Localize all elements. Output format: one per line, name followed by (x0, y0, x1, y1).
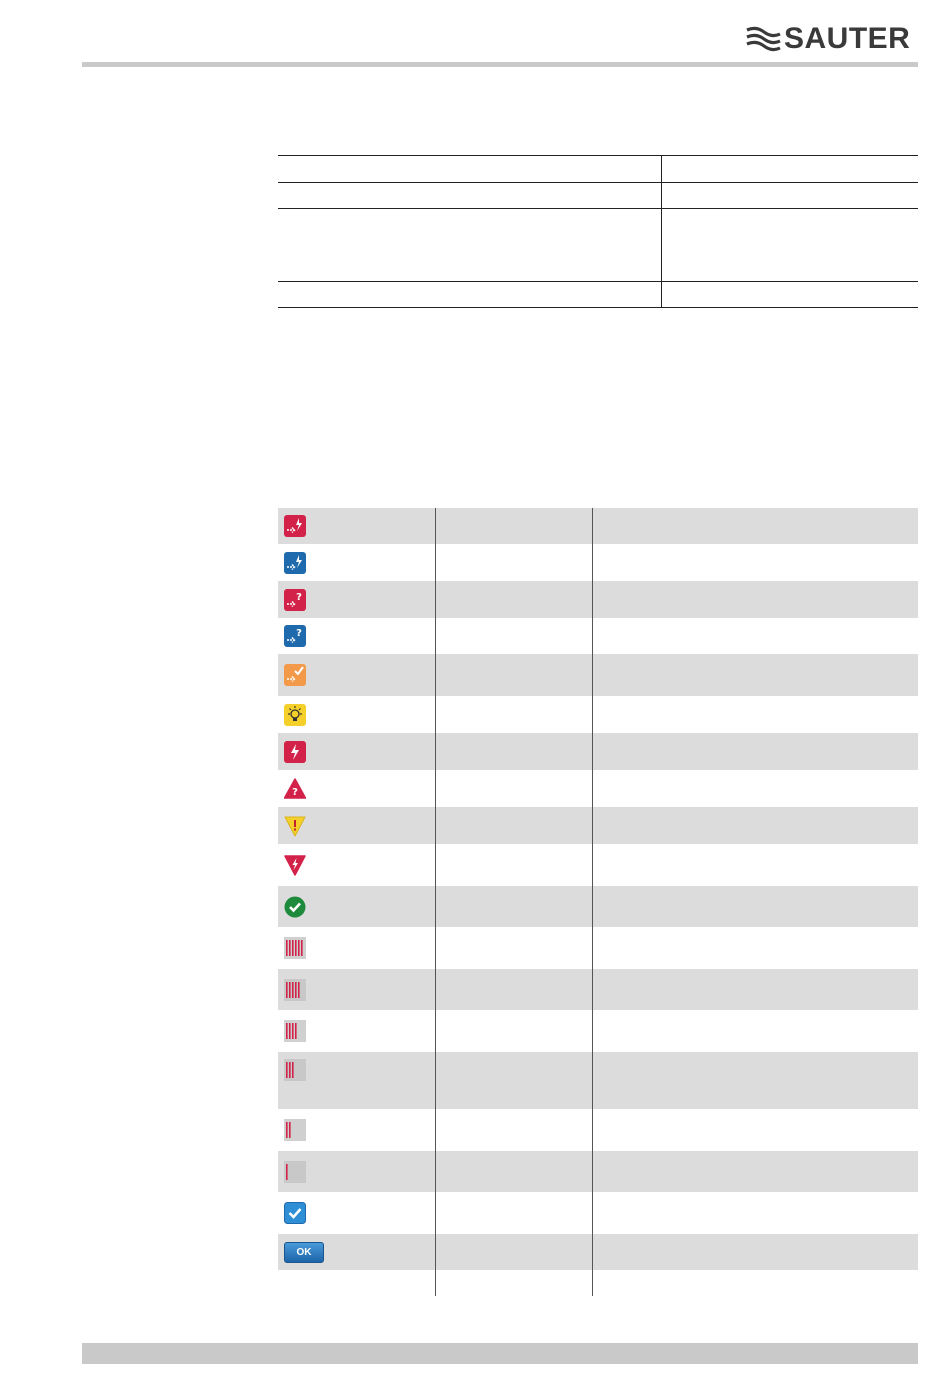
signal-5-bars-icon (284, 978, 306, 1001)
table-row (278, 155, 918, 183)
ok-check-green-icon (284, 896, 306, 917)
table-row (278, 844, 918, 886)
svg-text:?: ? (296, 628, 302, 639)
footer-bar (82, 1343, 918, 1364)
acknowledged-orange-icon (284, 664, 306, 686)
table-row (278, 182, 918, 209)
table-row (278, 1109, 918, 1151)
alarm-pending-blue-icon (284, 551, 306, 574)
sauter-logo: SAUTER (744, 22, 920, 56)
signal-3-bars-icon (284, 1059, 306, 1081)
table-row (278, 733, 918, 770)
ok-button[interactable]: OK (284, 1241, 324, 1263)
table-row: ? (278, 618, 918, 654)
table-row: ? (278, 770, 918, 807)
signal-2-bars-icon (284, 1119, 306, 1141)
table-row (278, 1270, 918, 1296)
alarm-red-icon (284, 740, 306, 763)
table-row: ? (278, 581, 918, 618)
table-row (278, 1192, 918, 1234)
unknown-pending-blue-icon: ? (284, 625, 306, 647)
table-row (278, 807, 918, 844)
unknown-triangle-icon: ? (284, 777, 306, 799)
logo-text: SAUTER (784, 22, 911, 55)
signal-4-bars-icon (284, 1020, 306, 1042)
alarm-pending-red-icon (284, 515, 306, 537)
table-row (278, 208, 918, 282)
top-table (278, 155, 918, 308)
table-row (278, 696, 918, 733)
table-row (278, 1151, 918, 1192)
header-rule (82, 62, 918, 67)
table-row (278, 544, 918, 581)
lightbulb-yellow-icon (284, 703, 306, 726)
signal-6-bars-icon (284, 937, 306, 959)
unknown-pending-red-icon: ? (284, 588, 306, 611)
checkbox-checked-icon[interactable] (284, 1202, 306, 1224)
table-row (278, 927, 918, 969)
sauter-wave-icon (746, 26, 781, 52)
fault-triangle-icon (284, 855, 306, 876)
signal-1-bar-icon (284, 1160, 306, 1183)
warning-triangle-icon (284, 816, 306, 836)
icon-table: ? ? (278, 508, 918, 1296)
table-row (278, 1052, 918, 1109)
table-row (278, 1010, 918, 1052)
table-row (278, 886, 918, 927)
table-row (278, 654, 918, 696)
table-row (278, 281, 918, 308)
table-row (278, 969, 918, 1010)
svg-text:?: ? (292, 787, 298, 798)
table-row: OK (278, 1234, 918, 1270)
svg-text:?: ? (296, 592, 302, 603)
table-row (278, 508, 918, 544)
